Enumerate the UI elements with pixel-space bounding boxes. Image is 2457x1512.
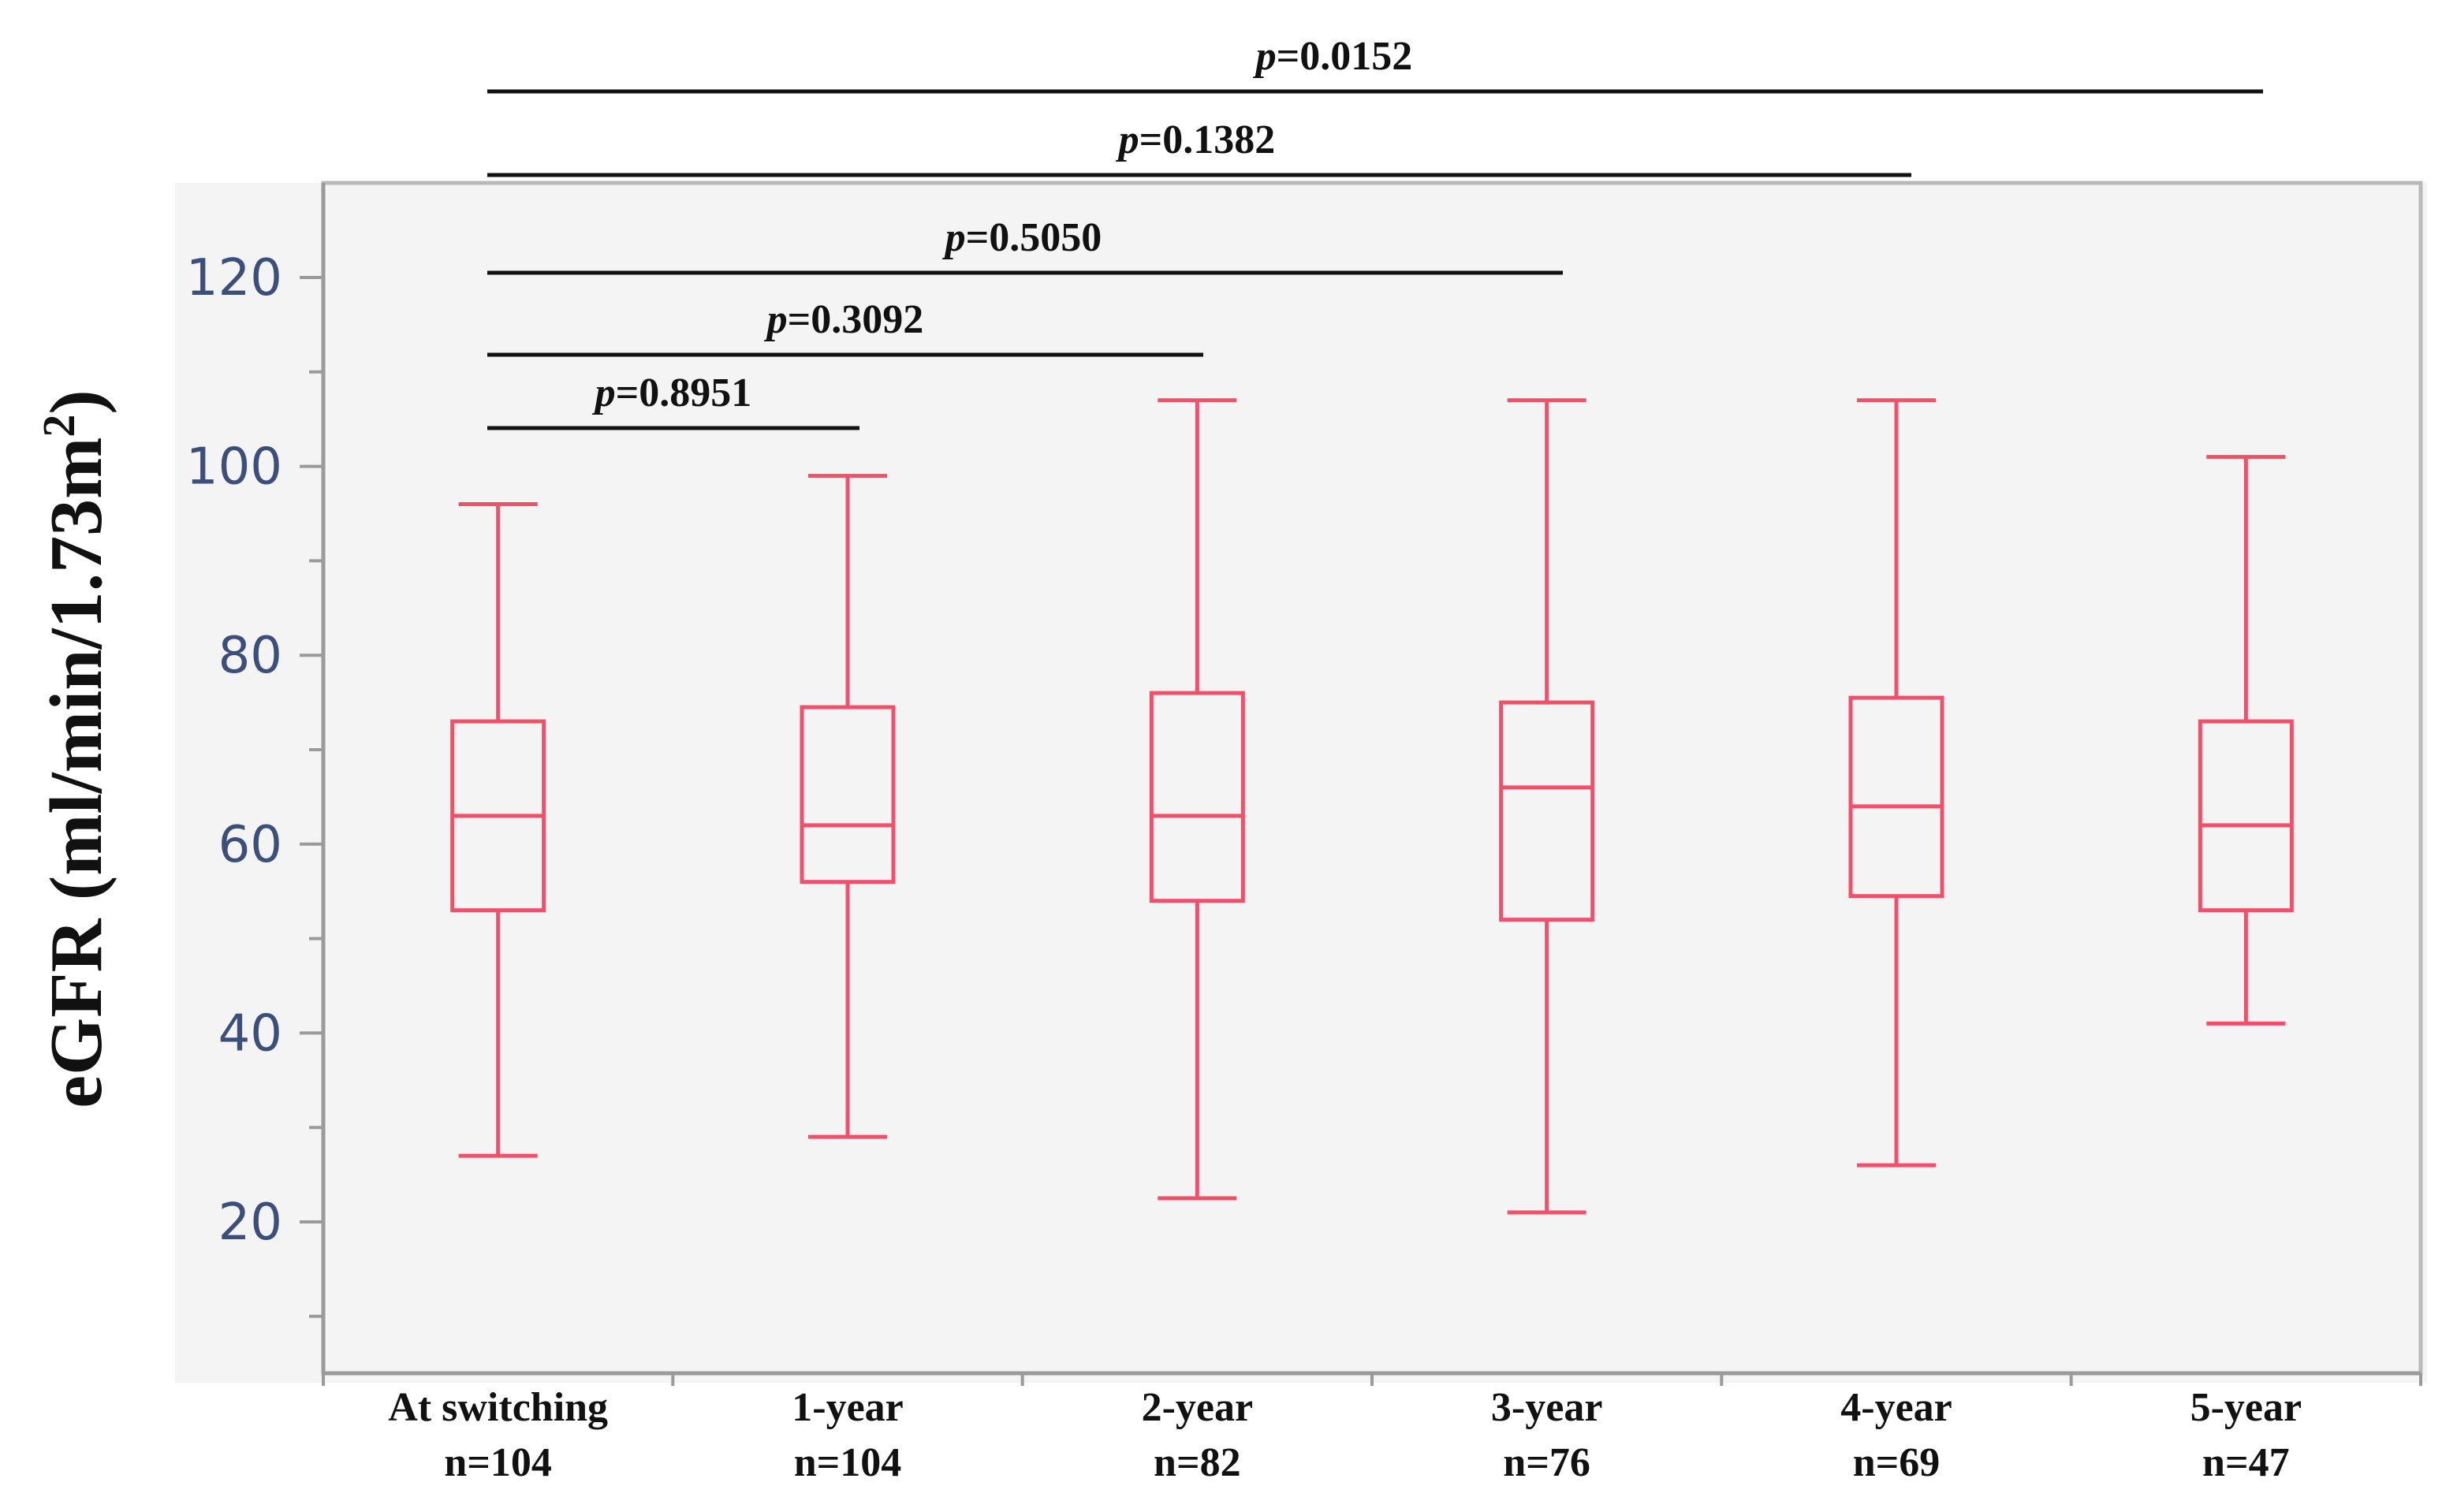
y-ticks: 20 40 60 80 100 120 bbox=[186, 249, 323, 1318]
category-label: At switching bbox=[388, 1385, 608, 1430]
p-value: =0.0152 bbox=[1277, 34, 1413, 79]
p-value: =0.8951 bbox=[616, 371, 752, 415]
category-label: 3-year bbox=[1491, 1385, 1602, 1430]
boxes bbox=[450, 398, 2294, 1215]
p-symbol: p bbox=[942, 215, 966, 260]
comparison-p-label: p=0.0152 bbox=[1253, 34, 1413, 79]
y-tick-label: 120 bbox=[186, 249, 282, 307]
p-value: =0.1382 bbox=[1139, 117, 1276, 162]
y-axis-label-main: eGFR (ml/min/1.73m bbox=[35, 438, 117, 1108]
y-axis-label: eGFR (ml/min/1.73m2) bbox=[33, 389, 117, 1108]
box-4 bbox=[1499, 398, 1595, 1215]
box-6 bbox=[2198, 455, 2294, 1026]
p-symbol: p bbox=[1253, 34, 1277, 79]
category-n-label: n=82 bbox=[1154, 1440, 1241, 1485]
category-n-label: n=76 bbox=[1503, 1440, 1590, 1485]
category-n-label: n=104 bbox=[794, 1440, 902, 1485]
p-symbol: p bbox=[764, 297, 788, 342]
category-n-label: n=104 bbox=[444, 1440, 552, 1485]
y-tick-label: 20 bbox=[218, 1194, 282, 1252]
comparison-p-label: p=0.8951 bbox=[592, 371, 752, 415]
box-1 bbox=[450, 502, 546, 1158]
box-3 bbox=[1149, 398, 1245, 1201]
x-ticks bbox=[322, 1373, 2422, 1386]
category-label: 1-year bbox=[792, 1385, 903, 1430]
category-n-label: n=69 bbox=[1853, 1440, 1941, 1485]
iqr-box bbox=[1848, 695, 1944, 899]
y-tick-label: 40 bbox=[218, 1004, 282, 1063]
p-value: =0.5050 bbox=[966, 215, 1102, 260]
p-symbol: p bbox=[1116, 117, 1139, 162]
iqr-box bbox=[2198, 719, 2294, 913]
iqr-box bbox=[800, 705, 896, 884]
comparison-p-label: p=0.3092 bbox=[764, 297, 924, 342]
comparison-p-label: p=0.5050 bbox=[942, 215, 1102, 260]
box-5 bbox=[1848, 398, 1944, 1168]
y-tick-label: 60 bbox=[218, 816, 282, 874]
category-label: 5-year bbox=[2190, 1385, 2302, 1430]
y-axis-label-close: ) bbox=[35, 389, 117, 414]
y-axis-label-sup: 2 bbox=[33, 415, 84, 438]
iqr-box bbox=[1499, 700, 1595, 922]
p-symbol: p bbox=[592, 371, 616, 415]
box-2 bbox=[800, 474, 896, 1139]
iqr-box bbox=[1149, 691, 1245, 903]
y-tick-label: 100 bbox=[186, 438, 282, 497]
y-tick-label: 80 bbox=[218, 627, 282, 685]
plot-area bbox=[175, 183, 2427, 1383]
category-label: 4-year bbox=[1840, 1385, 1952, 1430]
comparison-p-label: p=0.1382 bbox=[1116, 117, 1276, 162]
p-value: =0.3092 bbox=[788, 297, 924, 342]
category-labels: At switching n=104 1-year n=104 2-year n=82 3-… bbox=[388, 1385, 2302, 1485]
category-label: 2-year bbox=[1142, 1385, 1253, 1430]
category-n-label: n=47 bbox=[2202, 1440, 2290, 1485]
